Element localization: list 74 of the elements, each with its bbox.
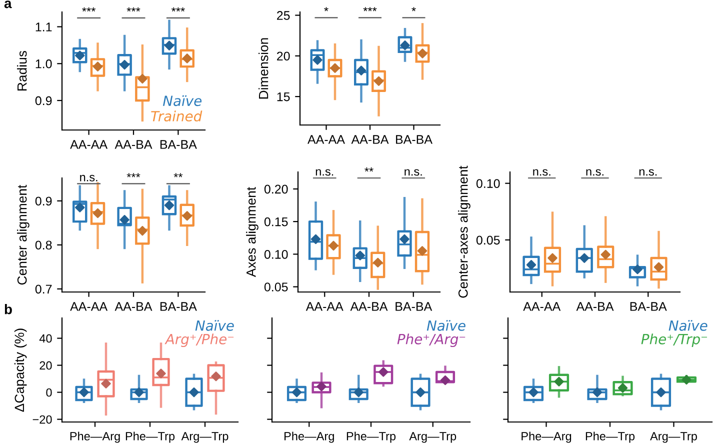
x-tick-label: Phe—Trp: [346, 432, 396, 443]
y-tick-label: 0: [46, 388, 52, 397]
y-axis-title: Center-axes alignment: [458, 166, 470, 298]
text: **: [174, 173, 183, 178]
x-tick-label: AA-BA: [351, 135, 389, 144]
x-tick-label: AA-BA: [114, 302, 152, 311]
text: ***: [363, 7, 377, 12]
x-tick-label: AA-AA: [306, 302, 344, 311]
y-tick-label: 15: [277, 92, 290, 102]
y-tick-label: 0.15: [264, 217, 288, 226]
annotation: n.s.: [639, 169, 657, 176]
series-label: Phe⁺/Arg⁻: [397, 334, 466, 348]
y-tick-label: 0.9: [35, 96, 52, 106]
y-tick-label: 0.8: [35, 240, 52, 250]
y-tick-label: 20: [277, 52, 290, 61]
y-tick-label: 0.20: [264, 184, 288, 194]
text: b: [4, 304, 12, 314]
text: ***: [126, 7, 140, 12]
x-tick-label: BA-BA: [396, 135, 432, 144]
text: **: [364, 167, 374, 172]
x-tick-label: Phe—Arg: [70, 432, 120, 443]
y-tick-label: −20: [32, 415, 52, 424]
text: ***: [82, 7, 96, 12]
y-tick-label: 0.7: [35, 284, 52, 294]
annotation: n.s.: [404, 169, 422, 176]
x-tick-label: Arg—Trp: [181, 432, 228, 443]
text: Naïve: [426, 320, 466, 331]
x-tick-label: Phe—Arg: [522, 432, 572, 443]
annotation: n.s.: [586, 169, 604, 176]
x-tick-label: BA-BA: [630, 302, 667, 311]
y-tick-label: 25: [277, 11, 290, 20]
annotation: n.s.: [533, 169, 550, 176]
text: Naïve: [162, 95, 202, 106]
y-tick-label: 0.05: [264, 282, 288, 292]
y-axis-title: ΔCapacity (%): [14, 328, 27, 412]
text: *: [412, 7, 416, 12]
text: Naïve: [668, 320, 708, 331]
y-tick-label: 1.0: [36, 59, 52, 68]
y-tick-label: 0.10: [264, 250, 288, 259]
y-tick-label: 0.9: [35, 196, 52, 206]
x-tick-label: BA-BA: [396, 302, 432, 311]
x-tick-label: BA-BA: [160, 302, 197, 311]
y-tick-label: 1.1: [36, 22, 52, 32]
y-axis-title: Dimension: [258, 38, 268, 99]
x-tick-label: Phe—Trp: [126, 432, 175, 443]
text: ***: [126, 173, 140, 178]
text: *: [324, 7, 328, 12]
series-label: Trained: [151, 110, 202, 122]
x-tick-label: Arg—Trp: [650, 432, 697, 443]
x-tick-label: AA-BA: [576, 302, 614, 311]
x-tick-label: Phe—Trp: [586, 432, 635, 443]
annotation: n.s.: [80, 174, 98, 182]
text: a: [4, 0, 12, 8]
series-label: Arg⁺/Phe⁻: [164, 334, 234, 348]
y-tick-label: 20: [40, 361, 52, 370]
x-tick-label: Phe—Arg: [284, 432, 334, 443]
text: ***: [171, 7, 185, 12]
y-axis-title: Center alignment: [17, 184, 30, 285]
x-tick-label: AA-AA: [70, 140, 108, 149]
x-tick-label: BA-BA: [160, 140, 197, 149]
y-axis-title: Radius: [17, 50, 27, 90]
x-tick-label: Arg—Trp: [409, 432, 456, 443]
x-tick-label: AA-AA: [70, 302, 108, 311]
y-tick-label: 40: [39, 334, 52, 343]
y-tick-label: 0.05: [476, 236, 500, 245]
annotation: n.s.: [316, 169, 334, 176]
text: Naïve: [195, 320, 234, 331]
x-tick-label: AA-BA: [114, 140, 152, 149]
y-tick-label: 0.10: [476, 179, 500, 188]
text: Phe⁺/Trp⁻: [641, 334, 707, 348]
y-axis-title: Axes alignment: [246, 186, 258, 278]
x-tick-label: AA-BA: [350, 302, 388, 311]
x-tick-label: AA-AA: [308, 135, 345, 144]
x-tick-label: AA-AA: [523, 302, 561, 311]
